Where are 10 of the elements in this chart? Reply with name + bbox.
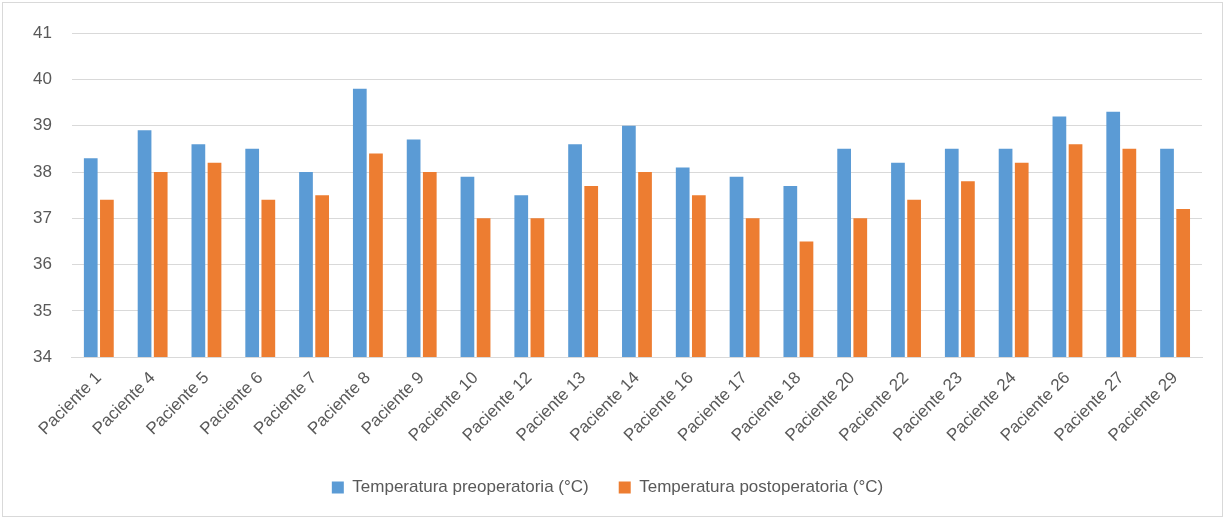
y-tick-label: 35 [32, 300, 52, 320]
y-tick-label: 34 [32, 346, 52, 366]
y-tick-label: 39 [32, 115, 52, 135]
y-tick-label: 36 [32, 254, 52, 274]
y-tick-label: 40 [32, 69, 52, 89]
legend-label: Temperatura postoperatoria (°C) [639, 477, 884, 497]
y-tick-label: 38 [32, 161, 52, 181]
legend-label: Temperatura preoperatoria (°C) [352, 477, 589, 497]
y-tick-label: 37 [32, 207, 52, 227]
y-tick-label: 41 [32, 22, 52, 42]
